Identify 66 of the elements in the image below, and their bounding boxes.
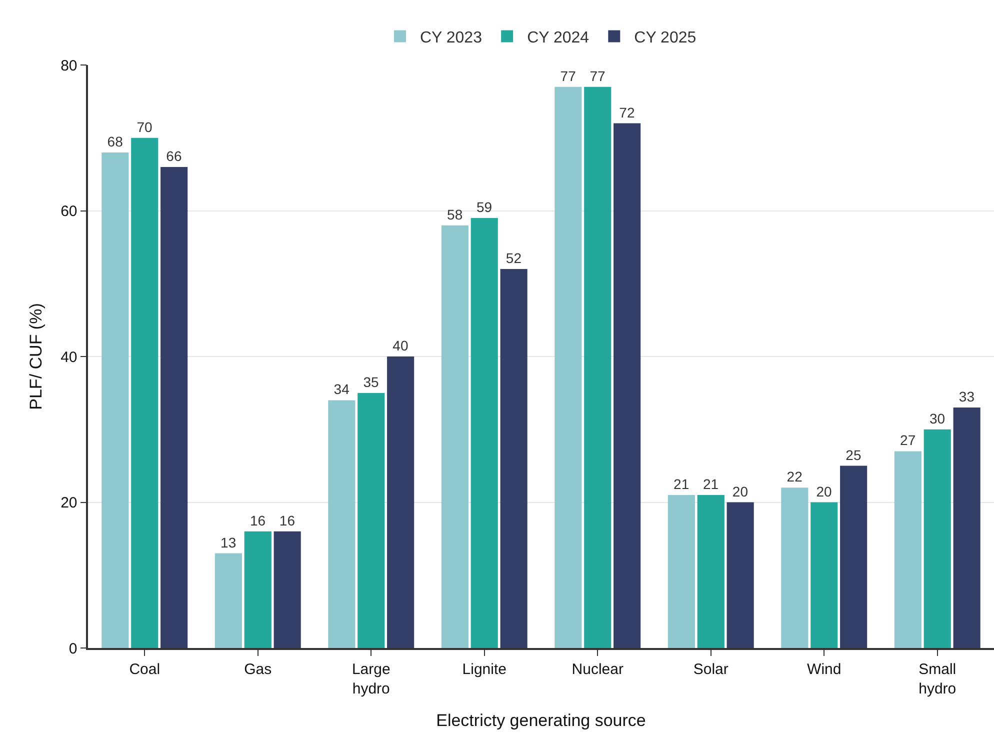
bar [840, 466, 868, 648]
data-label: 20 [732, 483, 748, 500]
x-tick-label: Gas [244, 660, 272, 678]
bar [358, 392, 385, 648]
data-label: 27 [900, 432, 916, 448]
data-label: 16 [250, 512, 266, 528]
bar [131, 138, 158, 648]
y-tick-label: 20 [60, 494, 78, 512]
x-tick-label: Wind [807, 660, 842, 678]
x-tick-label: Solar [693, 660, 728, 678]
bar [924, 429, 951, 648]
bar [387, 356, 414, 648]
data-label: 35 [363, 374, 380, 390]
bar [160, 167, 188, 648]
data-label: 66 [166, 148, 182, 164]
data-label: 70 [136, 118, 153, 135]
bar [614, 123, 641, 648]
data-label: 72 [619, 104, 635, 120]
y-tick-label: 40 [60, 348, 78, 366]
x-tick-label: Small hydro [918, 660, 956, 698]
bar [500, 269, 528, 648]
data-label: 30 [929, 410, 946, 426]
bar [102, 152, 129, 648]
data-label: 58 [447, 206, 463, 222]
bar [554, 86, 582, 648]
bar [244, 531, 272, 648]
data-label: 59 [476, 199, 492, 216]
bar [668, 494, 695, 648]
x-tick-label: Large hydro [352, 660, 390, 698]
y-axis-title: PLF/ CUF (%) [26, 303, 46, 410]
bar [781, 488, 808, 648]
data-label: 77 [560, 68, 576, 84]
bar [697, 494, 724, 648]
bar [810, 502, 838, 648]
data-label: 21 [674, 476, 690, 492]
bar [584, 86, 612, 648]
data-label: 16 [279, 512, 296, 528]
data-label: 52 [506, 250, 522, 266]
bar [953, 408, 980, 648]
y-tick-label: 80 [60, 57, 78, 74]
bar [894, 451, 922, 648]
x-tick-label: Lignite [462, 660, 506, 678]
bar [328, 400, 356, 648]
data-label: 77 [590, 68, 606, 84]
data-label: 25 [846, 446, 862, 463]
data-label: 13 [220, 534, 236, 550]
x-tick-label: Nuclear [572, 660, 624, 678]
data-label: 21 [702, 476, 719, 492]
bar [214, 553, 242, 648]
y-tick-label: 60 [60, 203, 78, 220]
data-label: 68 [107, 133, 124, 150]
x-tick-label: Coal [129, 660, 160, 678]
data-label: 22 [786, 468, 803, 485]
data-label: 20 [816, 483, 832, 500]
y-tick-label: 0 [68, 640, 78, 658]
legend-label: CY 2024 [527, 29, 590, 46]
data-label: 33 [958, 388, 975, 405]
x-axis-title: Electricty generating source [436, 711, 646, 730]
bar [441, 225, 468, 648]
data-label: 34 [334, 381, 350, 398]
bar [726, 502, 754, 648]
legend-label: CY 2025 [634, 29, 696, 46]
data-label: 40 [392, 338, 408, 354]
bar [470, 218, 498, 648]
bar [274, 531, 301, 648]
legend-label: CY 2023 [420, 29, 482, 46]
